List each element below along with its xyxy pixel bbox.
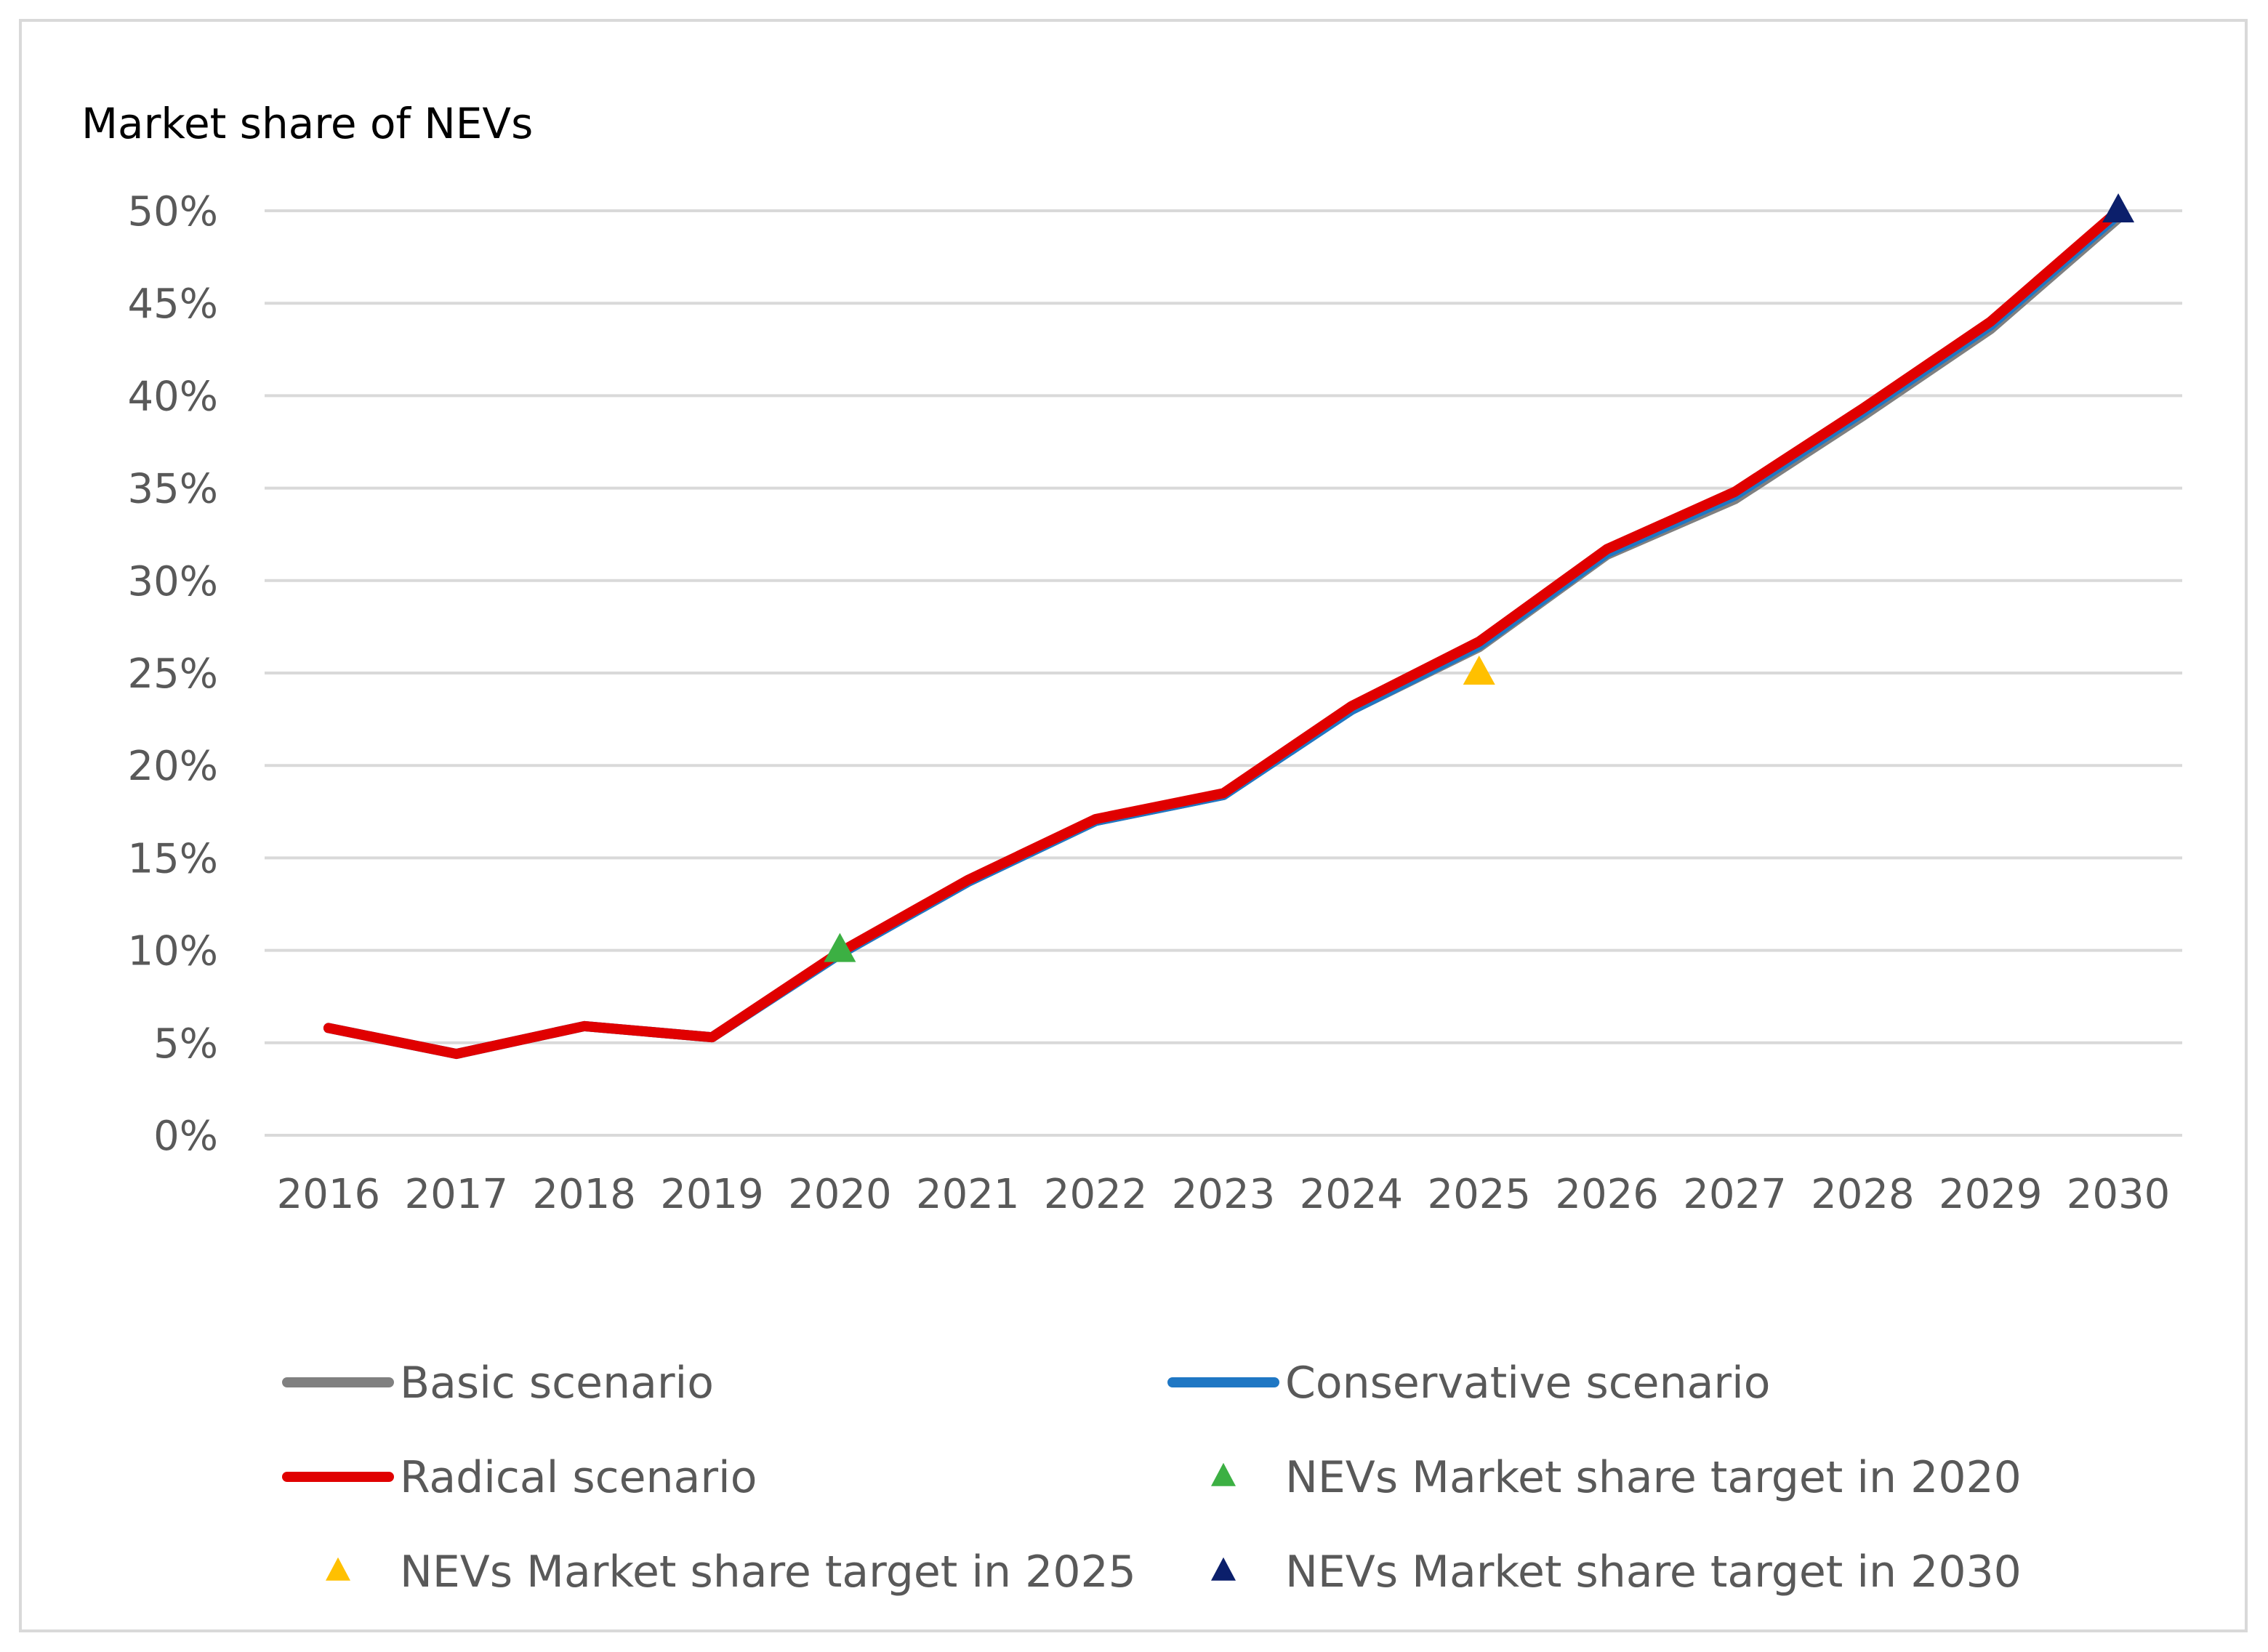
legend-label: NEVs Market share target in 2030 — [1285, 1547, 2022, 1597]
y-tick-label: 35% — [128, 466, 218, 513]
chart-title: Market share of NEVs — [81, 99, 533, 148]
x-tick-label: 2027 — [1683, 1171, 1787, 1218]
legend-label: Basic scenario — [400, 1358, 714, 1409]
y-tick-label: 30% — [128, 558, 218, 605]
x-tick-label: 2028 — [1811, 1171, 1915, 1218]
legend-entry-radical-scenario: Radical scenario — [282, 1452, 757, 1503]
x-tick-label: 2024 — [1300, 1171, 1404, 1218]
x-tick-label: 2018 — [532, 1171, 636, 1218]
y-tick-label: 40% — [128, 373, 218, 420]
x-tick-label: 2029 — [1939, 1171, 2043, 1218]
x-tick-label: 2030 — [2067, 1171, 2171, 1218]
legend-entry-nevs-market-share-target-in-2020: NEVs Market share target in 2020 — [1211, 1452, 2022, 1503]
series-line-basic-scenario — [323, 213, 2124, 1060]
grid-lines — [265, 209, 2182, 1137]
legend-entry-nevs-market-share-target-in-2025: NEVs Market share target in 2025 — [326, 1547, 1136, 1597]
x-tick-label: 2022 — [1044, 1171, 1148, 1218]
y-tick-label: 15% — [128, 835, 218, 882]
legend-marker — [1211, 1557, 1236, 1581]
series-line-conservative-scenario — [323, 209, 2124, 1060]
y-tick-label: 20% — [128, 743, 218, 790]
y-axis-ticks: 0% 5% 10% 15% 20% 25% 30% 35% 40% 45% 50% — [128, 188, 218, 1160]
x-tick-label: 2019 — [660, 1171, 764, 1218]
legend-marker — [326, 1557, 350, 1581]
chart-frame: Market share of NEVs 0% 5% 10% 15% 20% 25% 30%… — [19, 19, 2248, 1632]
legend-entry-nevs-market-share-target-in-2030: NEVs Market share target in 2030 — [1211, 1547, 2022, 1597]
x-tick-label: 2021 — [916, 1171, 1020, 1218]
y-tick-label: 45% — [128, 281, 218, 328]
target-marker-2030 — [2102, 193, 2135, 222]
legend-label: Conservative scenario — [1285, 1358, 1770, 1409]
x-tick-label: 2025 — [1427, 1171, 1531, 1218]
target-markers — [824, 193, 2135, 962]
y-tick-label: 50% — [128, 188, 218, 235]
x-tick-label: 2017 — [405, 1171, 509, 1218]
legend-marker — [1211, 1462, 1236, 1486]
legend-entry-basic-scenario: Basic scenario — [282, 1358, 714, 1409]
x-tick-label: 2020 — [788, 1171, 892, 1218]
series-line-radical-scenario — [323, 206, 2124, 1060]
legend: Basic scenario Conservative scenario Radic… — [282, 1358, 2022, 1597]
y-tick-label: 0% — [153, 1113, 218, 1160]
line-chart: Market share of NEVs 0% 5% 10% 15% 20% 25% 30%… — [81, 99, 2182, 1597]
legend-label: NEVs Market share target in 2020 — [1285, 1452, 2022, 1503]
target-marker-2025 — [1463, 656, 1495, 685]
y-tick-label: 5% — [153, 1020, 218, 1068]
x-tick-label: 2016 — [277, 1171, 381, 1218]
series-lines — [323, 206, 2124, 1060]
x-tick-label: 2023 — [1172, 1171, 1276, 1218]
target-marker-2020 — [824, 932, 856, 962]
x-axis-ticks: 2016 2017 2018 2019 2020 2021 2022 2023 2024 2025… — [277, 1171, 2171, 1218]
x-tick-label: 2026 — [1555, 1171, 1659, 1218]
legend-entry-conservative-scenario: Conservative scenario — [1167, 1358, 1770, 1409]
legend-label: NEVs Market share target in 2025 — [400, 1547, 1136, 1597]
legend-label: Radical scenario — [400, 1452, 757, 1503]
y-tick-label: 10% — [128, 928, 218, 975]
y-tick-label: 25% — [128, 650, 218, 698]
